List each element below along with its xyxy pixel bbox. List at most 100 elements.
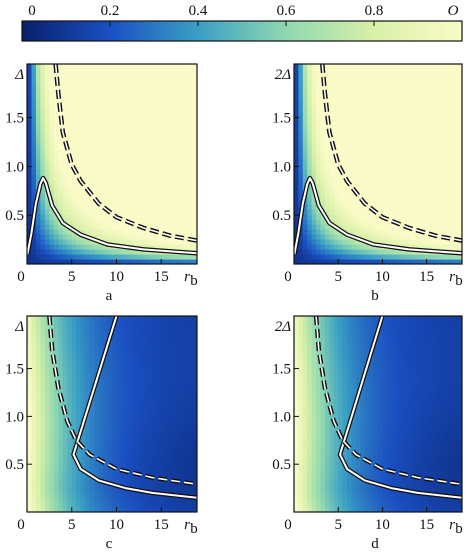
heatmap-cell [112,453,118,459]
heatmap-cell [422,244,428,250]
heatmap-cell [400,74,406,80]
heatmap-cell [143,399,149,405]
heatmap-cell [147,184,153,190]
x-tick-label: 10 [375,269,390,285]
heatmap-cell [107,74,113,80]
heatmap-cell [179,433,185,440]
heatmap-cell [400,139,406,145]
heatmap-cell [183,414,189,420]
heatmap-cell [378,119,384,125]
heatmap-cell [298,463,304,469]
heatmap-cell [165,418,171,425]
heatmap-cell [431,224,437,230]
heatmap-cell [27,448,33,454]
heatmap-cell [67,507,73,512]
heatmap-cell [116,139,122,145]
heatmap-cell [89,219,95,225]
heatmap-cell [373,144,379,150]
heatmap-cell [448,119,454,125]
heatmap-cell [170,497,176,503]
heatmap-cell [453,184,459,190]
heatmap-cell [76,389,82,395]
x-axis-label-subscript: b [190,273,198,289]
heatmap-cell [316,169,322,175]
heatmap-cell [307,330,313,337]
heatmap-cell [391,64,397,70]
heatmap-cell [89,428,95,435]
heatmap-cell [400,89,406,95]
heatmap-cell [40,418,46,425]
heatmap-cell [116,149,122,155]
heatmap-cell [417,199,423,205]
heatmap-cell [120,229,127,235]
heatmap-cell [307,94,313,100]
heatmap-cell [98,379,104,386]
heatmap-cell [120,389,127,395]
heatmap-cell [342,204,348,210]
heatmap-cell [369,144,375,150]
heatmap-cell [320,74,326,80]
heatmap-cell [355,169,361,175]
heatmap-cell [31,244,37,250]
heatmap-cell [107,497,113,503]
heatmap-cell [417,144,423,150]
heatmap-cell [373,104,379,110]
heatmap-cell [27,144,33,150]
heatmap-cell [391,204,397,210]
heatmap-cell [120,487,127,493]
heatmap-cell [120,224,127,230]
heatmap-cell [316,249,322,255]
heatmap-cell [161,448,167,454]
heatmap-cell [40,69,46,75]
heatmap-cell [329,438,335,444]
heatmap-cell [103,164,109,170]
heatmap-cell [417,129,423,135]
heatmap-cell [120,492,127,498]
heatmap-cell [413,109,419,115]
heatmap-cell [67,458,73,464]
heatmap-cell [98,154,104,160]
heatmap-cell [35,79,42,85]
heatmap-cell [31,340,37,346]
heatmap-cell [94,428,100,435]
heatmap-cell [369,124,375,130]
heatmap-cell [183,79,189,85]
heatmap-cell [311,64,317,70]
heatmap-cell [71,350,77,356]
heatmap-cell [107,254,113,260]
heatmap-cell [400,219,406,225]
heatmap-cell [147,99,153,105]
heatmap-cell [27,360,33,366]
heatmap-cell [112,74,118,80]
heatmap-cell [404,229,410,235]
heatmap-cell [156,64,162,70]
heatmap-cell [156,179,162,185]
heatmap-cell [426,259,432,264]
heatmap-cell [94,79,100,85]
heatmap-cell [307,104,313,110]
heatmap-cell [435,64,441,70]
heatmap-cell [426,179,432,185]
heatmap-cell [49,482,55,489]
heatmap-cell [89,199,95,205]
heatmap-cell [147,154,153,160]
heatmap-cell [156,345,162,351]
heatmap-cell [58,477,64,484]
heatmap-cell [116,423,122,430]
heatmap-cell [40,355,46,361]
heatmap-cell [320,320,326,327]
heatmap-cell [444,244,450,250]
heatmap-cell [161,487,167,493]
heatmap-cell [62,64,68,70]
heatmap-cell [170,472,176,479]
heatmap-cell [342,89,348,95]
heatmap-cell [320,259,326,264]
heatmap-cell [364,134,370,140]
heatmap-cell [307,325,313,332]
heatmap-cell [294,467,300,474]
heatmap-cell [179,109,185,115]
heatmap-cell [58,340,64,346]
heatmap-cell [107,219,113,225]
heatmap-cell [422,69,428,75]
